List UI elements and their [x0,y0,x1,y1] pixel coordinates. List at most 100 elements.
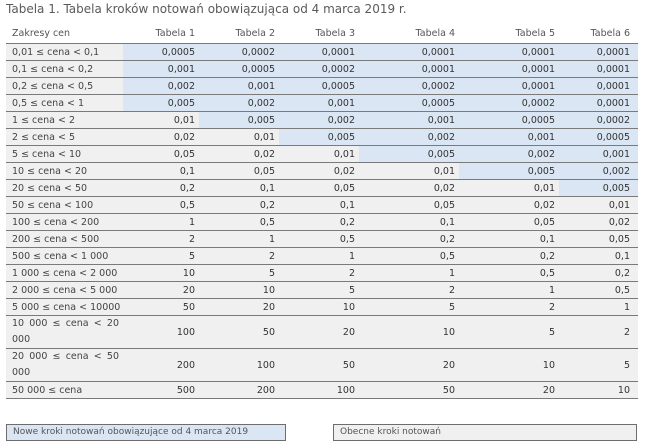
tick-size-cell: 0,0002 [199,43,279,61]
tick-size-cell: 0,0001 [359,43,459,61]
tick-size-cell: 2 [199,247,279,265]
price-range-cell: 0,1 ≤ cena < 0,2 [6,60,123,78]
tick-size-cell: 0,0001 [459,60,559,78]
header-price-range: Zakresy cen [6,24,123,44]
tick-size-cell: 10 [359,315,459,349]
table-row: 1 ≤ cena < 2 0,01 0,005 0,002 0,001 0,0005 0,0… [6,111,638,129]
legend-new-label: Nowe kroki notowań obowiązujące od 4 mar… [13,427,249,437]
price-range-cell: 0,01 ≤ cena < 0,1 [6,43,123,61]
header-tabela-5: Tabela 5 [459,24,559,44]
tick-size-cell: 50 [199,315,279,349]
tick-size-cell: 50 [123,298,199,316]
table-row: 5 ≤ cena < 10 0,05 0,02 0,01 0,005 0,002 0,001 [6,145,638,163]
tick-size-cell: 0,05 [559,230,638,248]
price-range-cell: 5 000 ≤ cena < 10000 [6,298,123,316]
tick-size-cell: 1 [359,264,459,282]
tick-size-cell: 0,05 [199,162,279,180]
tick-size-cell: 5 [559,348,638,382]
tick-size-cell: 5 [123,247,199,265]
tick-size-cell: 0,0001 [459,77,559,95]
header-tabela-3: Tabela 3 [279,24,359,44]
tick-size-cell: 0,0002 [279,60,359,78]
tick-size-cell: 0,01 [359,162,459,180]
table-caption: Tabela 1. Tabela kroków notowań obowiązu… [6,2,407,16]
tick-size-cell: 0,005 [459,162,559,180]
tick-size-cell: 5 [459,315,559,349]
tick-size-cell: 0,0005 [199,60,279,78]
tick-size-cell: 0,0001 [459,43,559,61]
tick-size-cell: 2 [279,264,359,282]
price-range-cell: 0,2 ≤ cena < 0,5 [6,77,123,95]
tick-size-cell: 0,001 [359,111,459,129]
table-row: 50 000 ≤ cena 500 200 100 50 20 10 [6,381,638,399]
tick-size-cell: 10 [459,348,559,382]
tick-size-cell: 0,1 [279,196,359,214]
table-row: 5 000 ≤ cena < 10000 50 20 10 5 2 1 [6,298,638,316]
tick-size-cell: 0,1 [459,230,559,248]
tick-size-cell: 0,2 [279,213,359,231]
price-range-cell: 2 ≤ cena < 5 [6,128,123,146]
tick-size-cell: 0,005 [559,179,638,197]
table-row: 100 ≤ cena < 200 1 0,5 0,2 0,1 0,05 0,02 [6,213,638,231]
tick-size-cell: 0,001 [559,145,638,163]
tick-size-cell: 0,0005 [279,77,359,95]
tick-size-cell: 5 [199,264,279,282]
tick-size-cell: 0,02 [459,196,559,214]
tick-size-cell: 0,0005 [359,94,459,112]
price-range-cell: 20 000 ≤ cena < 50 000 [6,348,123,382]
tick-size-cell: 0,01 [199,128,279,146]
tick-size-cell: 0,0005 [459,111,559,129]
tick-size-cell: 0,05 [459,213,559,231]
table-row: 0,01 ≤ cena < 0,1 0,0005 0,0002 0,0001 0,000… [6,43,638,61]
table-row: 10 ≤ cena < 20 0,1 0,05 0,02 0,01 0,005 0,002 [6,162,638,180]
tick-size-cell: 0,05 [359,196,459,214]
table-row: 0,1 ≤ cena < 0,2 0,001 0,0005 0,0002 0,0001 0… [6,60,638,78]
tick-size-cell: 0,02 [279,162,359,180]
tick-size-cell: 20 [123,281,199,299]
table-row: 50 ≤ cena < 100 0,5 0,2 0,1 0,05 0,02 0,01 [6,196,638,214]
legend-current-steps: Obecne kroki notowań [333,424,637,441]
table-row: 20 000 ≤ cena < 50 000 200 100 50 20 10 5 [6,348,638,382]
price-range-cell: 50 000 ≤ cena [6,381,123,399]
table-row: 2 000 ≤ cena < 5 000 20 10 5 2 1 0,5 [6,281,638,299]
tick-size-cell: 0,5 [199,213,279,231]
tick-size-cell: 0,002 [199,94,279,112]
tick-size-cell: 0,001 [459,128,559,146]
tick-size-cell: 0,005 [359,145,459,163]
tick-size-cell: 0,01 [123,111,199,129]
table-row: 0,2 ≤ cena < 0,5 0,002 0,001 0,0005 0,0002 0,… [6,77,638,95]
tick-size-cell: 0,5 [123,196,199,214]
table-row: 500 ≤ cena < 1 000 5 2 1 0,5 0,2 0,1 [6,247,638,265]
table-row: 0,5 ≤ cena < 1 0,005 0,002 0,001 0,0005 0,000… [6,94,638,112]
price-steps-table: Zakresy cen Tabela 1 Tabela 2 Tabela 3 T… [6,24,638,399]
tick-size-cell: 0,0002 [459,94,559,112]
tick-size-cell: 20 [359,348,459,382]
tick-size-cell: 0,2 [559,264,638,282]
tick-size-cell: 1 [123,213,199,231]
tick-size-cell: 1 [459,281,559,299]
tick-size-cell: 1 [559,298,638,316]
tick-size-cell: 10 [559,381,638,399]
tick-size-cell: 10 [123,264,199,282]
price-range-cell: 5 ≤ cena < 10 [6,145,123,163]
tick-size-cell: 0,1 [559,247,638,265]
tick-size-cell: 0,01 [279,145,359,163]
tick-size-cell: 2 [359,281,459,299]
tick-size-cell: 0,2 [199,196,279,214]
tick-size-cell: 0,2 [359,230,459,248]
legend-new-steps: Nowe kroki notowań obowiązujące od 4 mar… [6,424,286,441]
table-row: 2 ≤ cena < 5 0,02 0,01 0,005 0,002 0,001 0,000… [6,128,638,146]
tick-size-cell: 0,002 [359,128,459,146]
header-tabela-2: Tabela 2 [199,24,279,44]
tick-size-cell: 0,0001 [359,60,459,78]
tick-size-cell: 20 [279,315,359,349]
tick-size-cell: 100 [199,348,279,382]
tick-size-cell: 0,0001 [559,94,638,112]
tick-size-cell: 0,001 [123,60,199,78]
tick-size-cell: 5 [279,281,359,299]
price-range-cell: 500 ≤ cena < 1 000 [6,247,123,265]
price-range-cell: 50 ≤ cena < 100 [6,196,123,214]
tick-size-cell: 0,005 [123,94,199,112]
price-range-cell: 0,5 ≤ cena < 1 [6,94,123,112]
tick-size-cell: 2 [123,230,199,248]
